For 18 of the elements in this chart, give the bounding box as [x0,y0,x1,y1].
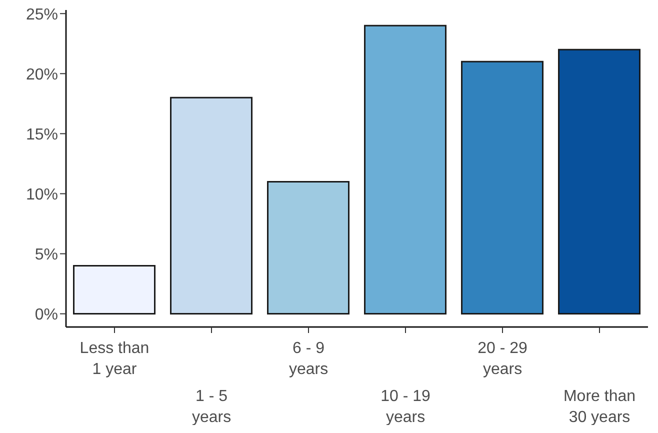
y-tick-label: 10% [26,186,58,204]
y-tick-label: 15% [26,126,58,144]
x-tick-label: More than 30 years [563,388,636,426]
y-tick-label: 5% [34,246,58,264]
y-tick-label: 0% [34,306,58,324]
bar [73,265,156,315]
bar [170,96,253,315]
x-tick-label: 6 - 9 years [288,340,328,378]
x-tick-label: 10 - 19 years [380,388,431,426]
y-tick-label: 20% [26,66,58,84]
x-tick-label: 20 - 29 years [478,340,528,378]
x-tick-label: Less than 1 year [80,340,150,378]
bar [558,48,641,315]
y-tick-label: 25% [26,6,58,24]
bar [461,60,544,315]
x-tick-label: 1 - 5 years [192,388,232,426]
bar [364,24,447,315]
bar [267,180,350,315]
